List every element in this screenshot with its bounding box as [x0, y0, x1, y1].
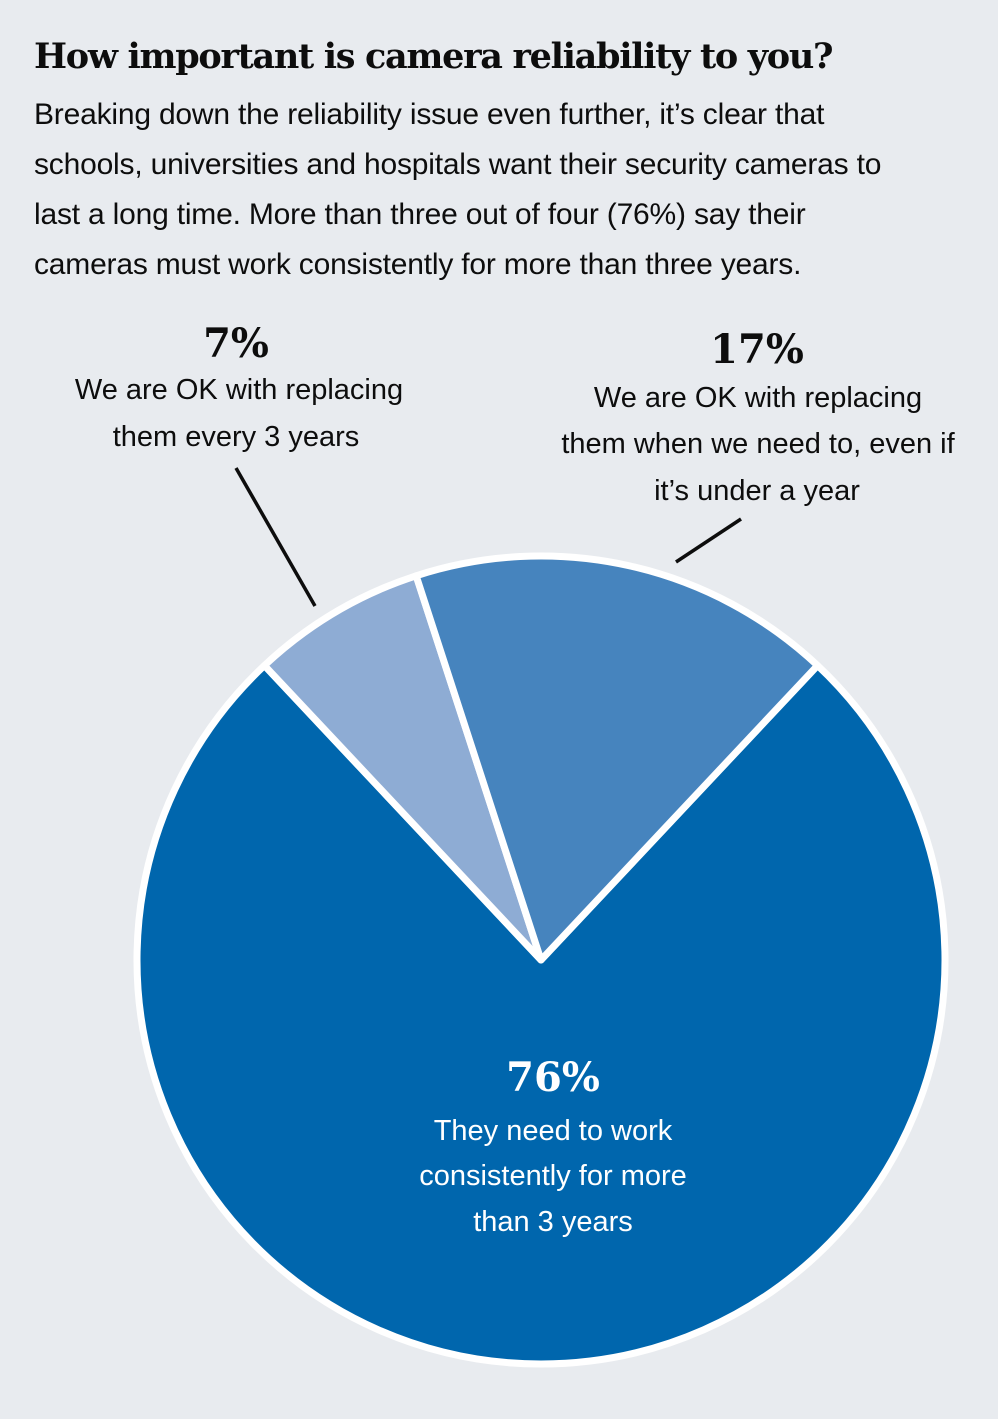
slice-76-description-line: consistently for more	[419, 1160, 687, 1192]
intro-line: schools, universities and hospitals want…	[34, 148, 882, 181]
slice-17-percent-slice	[412, 552, 822, 964]
slice-76-description-line: than 3 years	[473, 1206, 633, 1238]
intro-paragraph: Breaking down the reliability issue even…	[34, 90, 984, 290]
slice-7-description-line: them every 3 years	[113, 421, 360, 453]
slice-7-description-line: We are OK with replacing	[75, 374, 403, 406]
slice-17-description-line: it’s under a year	[654, 475, 860, 507]
slice-17-leader-line	[675, 517, 742, 564]
slice-17-description-line: We are OK with replacing	[594, 382, 922, 414]
slice-76-percent-label: 76%	[506, 1054, 600, 1101]
slice-7-percent-slice	[260, 572, 545, 964]
slice-7-percent-label: 7%	[203, 320, 269, 367]
slice-17-description-line: them when we need to, even if	[561, 428, 955, 460]
intro-line: Breaking down the reliability issue even…	[34, 98, 825, 131]
chart-title: How important is camera reliability to y…	[34, 36, 834, 77]
intro-line: last a long time. More than three out of…	[34, 198, 806, 231]
slice-17-percent-label: 17%	[710, 326, 804, 373]
slice-7-leader-line	[234, 467, 317, 607]
slice-76-percent-slice	[133, 661, 949, 1368]
slice-76-description-line: They need to work	[434, 1115, 673, 1147]
intro-line: cameras must work consistently for more …	[34, 248, 802, 281]
